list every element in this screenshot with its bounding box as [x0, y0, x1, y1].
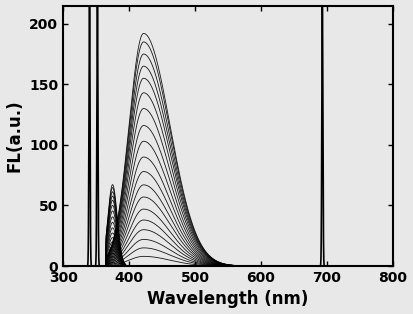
X-axis label: Wavelength (nm): Wavelength (nm): [147, 290, 309, 308]
Y-axis label: FL(a.u.): FL(a.u.): [5, 100, 24, 172]
